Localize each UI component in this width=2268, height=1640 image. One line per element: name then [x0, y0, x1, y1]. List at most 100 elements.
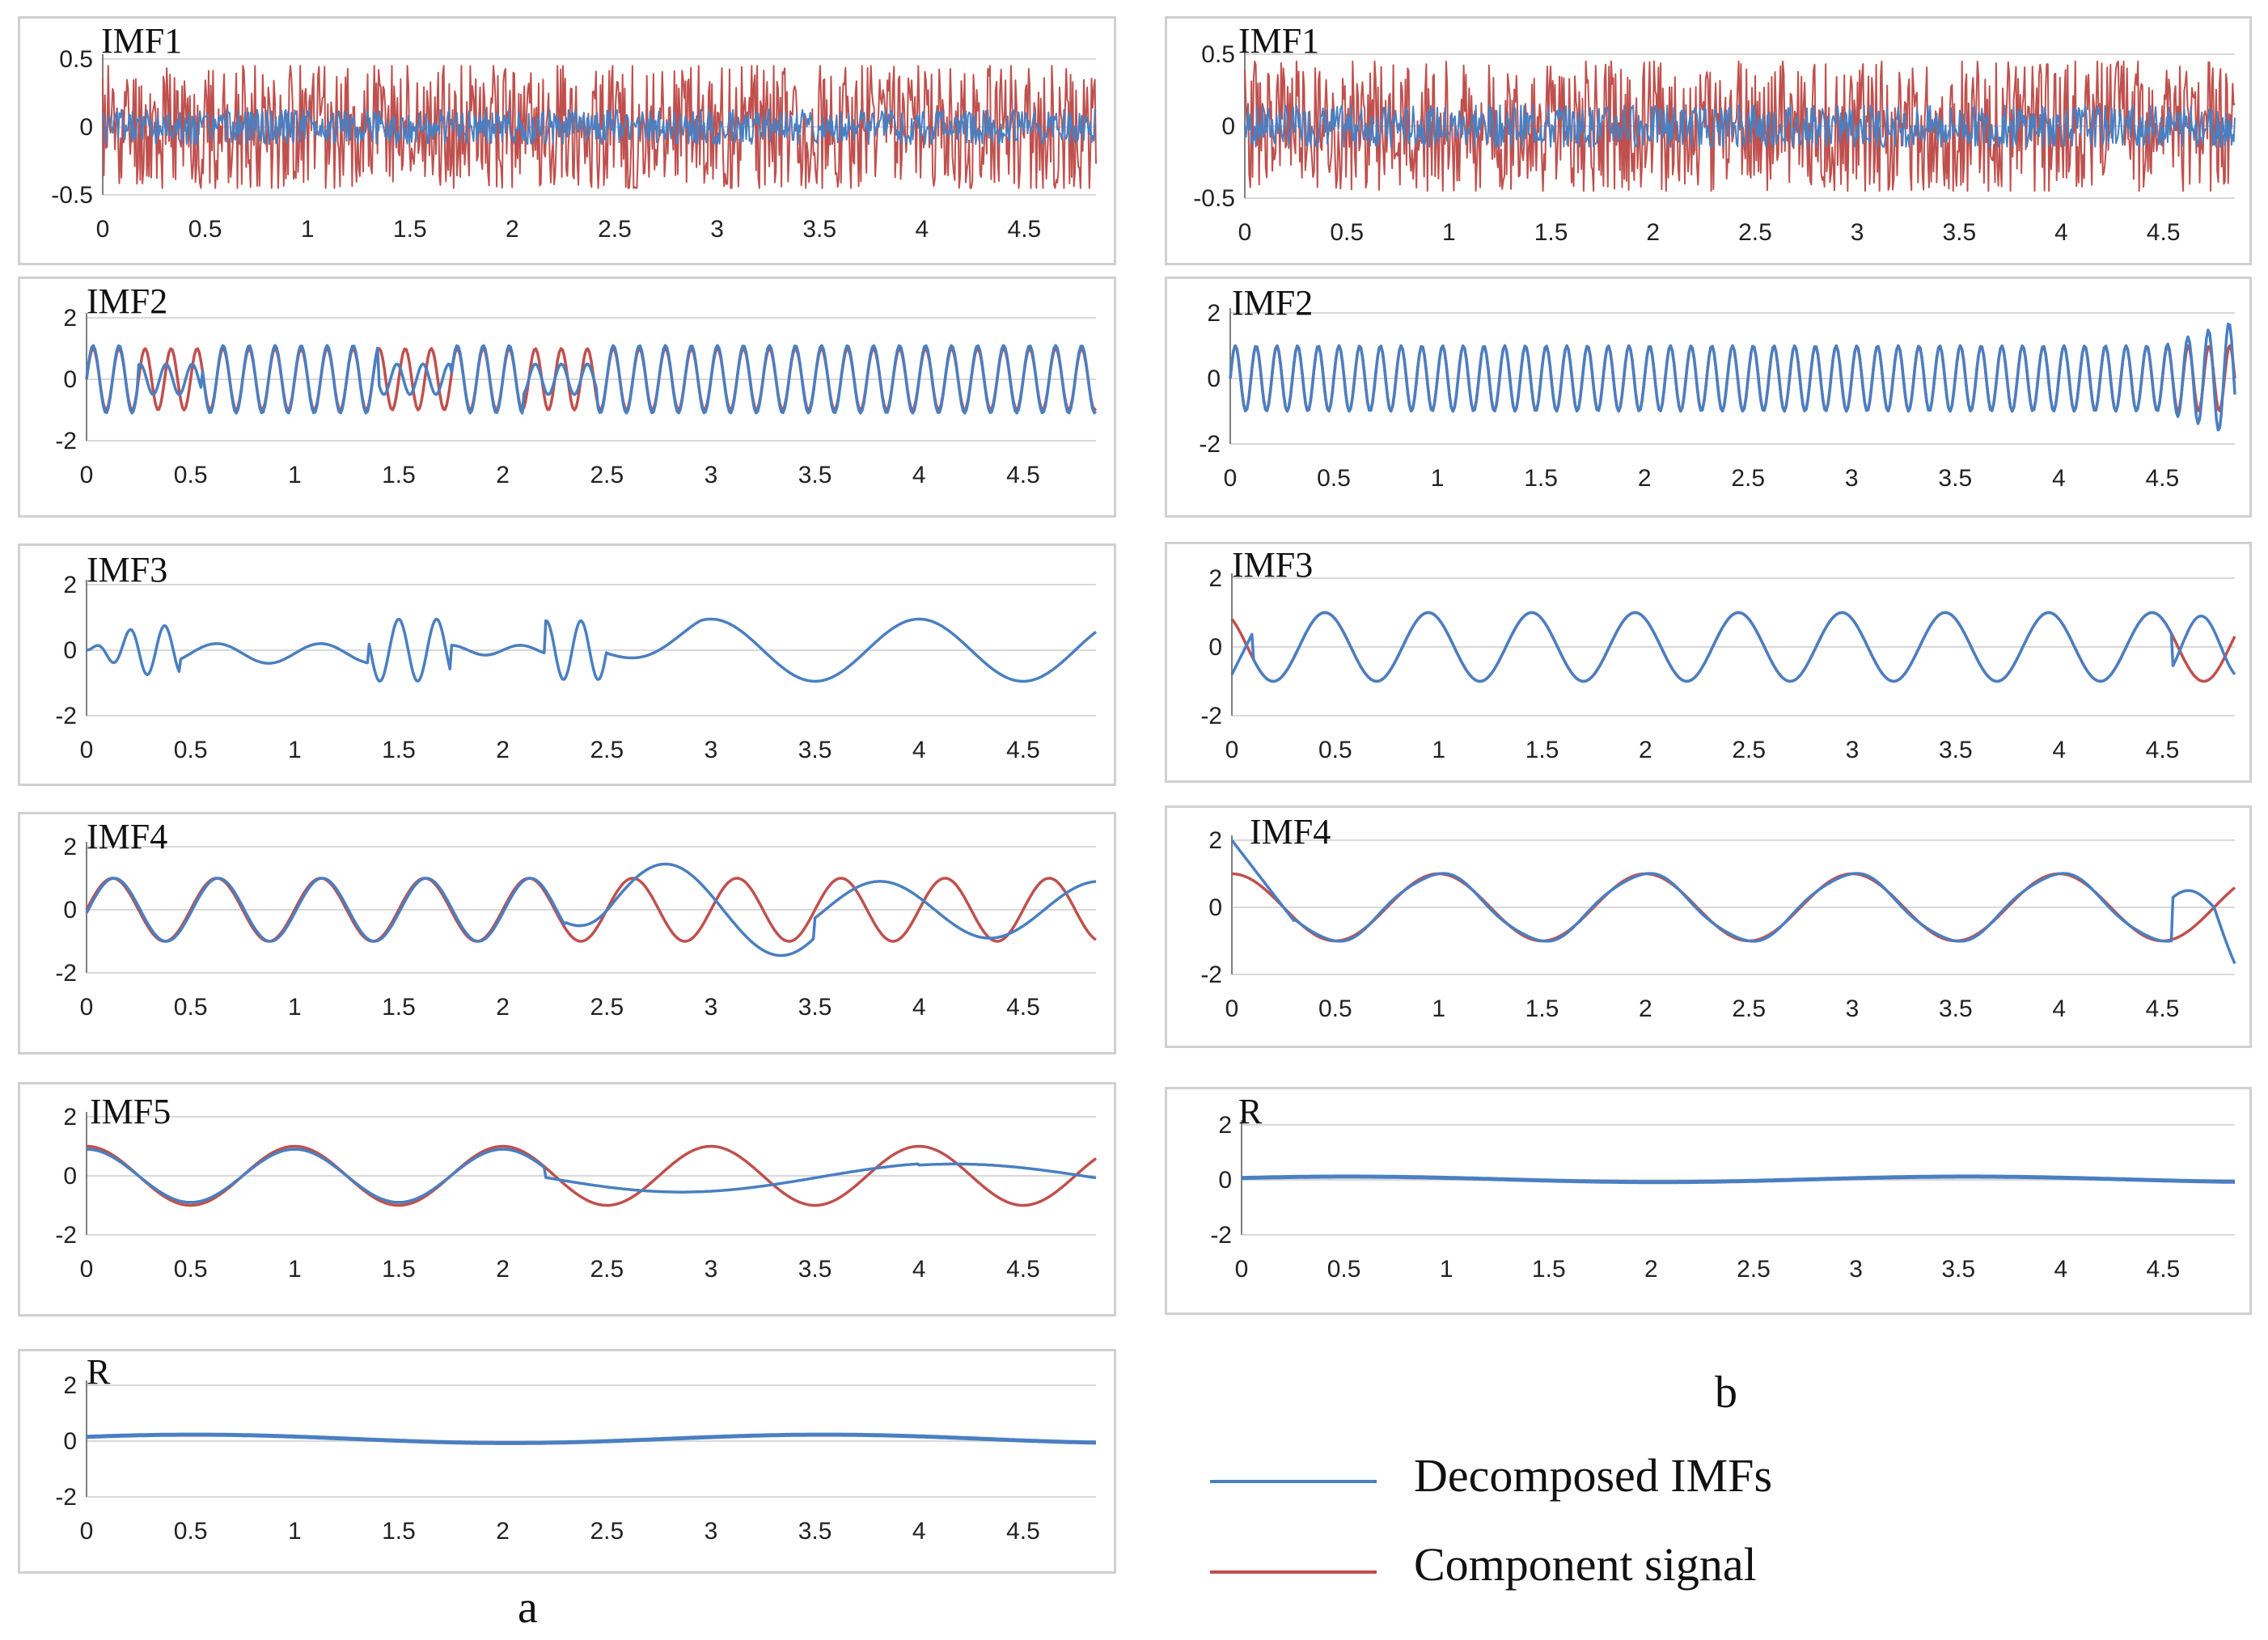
- x-tick-label: 4.5: [2146, 737, 2180, 763]
- x-tick-label: 2: [496, 994, 510, 1021]
- x-tick-label: 2: [1639, 995, 1652, 1022]
- y-tick-label: -2: [55, 703, 77, 729]
- x-tick-label: 1.5: [1524, 465, 1558, 492]
- series-decomposed-imf: [85, 862, 1097, 957]
- y-tick-label: -2: [1199, 431, 1221, 458]
- x-tick-label: 2: [496, 1518, 510, 1545]
- x-tick-label: 0.5: [174, 1518, 208, 1545]
- x-tick-label: 4: [2054, 219, 2068, 246]
- x-tick-label: 3: [705, 462, 718, 488]
- y-tick-label: -2: [55, 960, 77, 987]
- y-tick-label: 2: [63, 1104, 77, 1131]
- x-tick-label: 4: [912, 1518, 926, 1545]
- chart-b4: 20-20 0.5 1 1.5 2 2.5 3 3.5 4 4.5: [1200, 827, 2236, 1022]
- x-tick-label: 2.5: [1738, 219, 1772, 246]
- x-tick-label: 3.5: [798, 737, 832, 763]
- panel-title: IMF1: [1238, 21, 1320, 61]
- x-tick-label: 4.5: [1006, 1518, 1040, 1545]
- legend-line-component: [1210, 1570, 1377, 1574]
- panel-a-imf5: 2 0 -2 0 0.5 1 1.5 2 2.5 3 3.5 4 4.5 IMF5: [18, 1082, 1116, 1317]
- x-tick-label: 0: [80, 462, 94, 488]
- y-tick-label: 0: [63, 366, 77, 393]
- chart-a2: 20-20 0.5 1 1.5 2 2.5 3 3.5 4 4.5: [55, 305, 1098, 488]
- x-tick-label: 1: [1442, 219, 1456, 246]
- x-tick-label: 1.5: [382, 994, 416, 1021]
- x-tick-label: 3: [1849, 1256, 1863, 1283]
- series-decomposed-imf: [1241, 1174, 2236, 1185]
- y-tick-label: -2: [1210, 1222, 1232, 1249]
- chart-a4: 20-20 0.5 1 1.5 2 2.5 3 3.5 4 4.5: [55, 834, 1097, 1021]
- caption-b: b: [1715, 1367, 1737, 1418]
- panel-b-imf1: 0.5 0 -0.5 0 0.5 1 1.5 2 2.5 3 3.5 4 4.5 IMF1: [1165, 16, 2252, 265]
- x-tick-label: 2.5: [590, 1256, 624, 1283]
- x-tick-label: 0: [1238, 219, 1252, 246]
- x-tick-label: 1: [288, 1256, 302, 1283]
- x-tick-label: 0.5: [174, 737, 208, 763]
- y-tick-label: 2: [63, 572, 77, 598]
- x-tick-label: 4: [2052, 737, 2066, 763]
- x-tick-label: 0.5: [174, 1256, 208, 1283]
- y-tick-label: -0.5: [1193, 185, 1235, 212]
- x-tick-label: 2.5: [590, 737, 624, 763]
- x-tick-label: 0: [1235, 1256, 1249, 1283]
- chart-a1: 0.50-0.50 0.5 1 1.5 2 2.5 3 3.5 4 4.5: [51, 46, 1097, 243]
- x-tick-label: 1.5: [1532, 1256, 1566, 1283]
- x-tick-label: 2.5: [1737, 1256, 1771, 1283]
- y-tick-label: 0.5: [1201, 41, 1235, 68]
- x-tick-label: 1.5: [393, 216, 427, 243]
- y-tick-label: 0: [1208, 894, 1222, 921]
- panel-title: IMF5: [90, 1092, 171, 1131]
- y-tick-label: 0: [63, 1163, 77, 1190]
- x-tick-label: 1: [1431, 465, 1445, 492]
- panel-a-residual: 2 0 -2 0 0.5 1 1.5 2 2.5 3 3.5 4 4.5 R: [18, 1349, 1116, 1574]
- caption-a: a: [518, 1583, 538, 1633]
- y-tick-label: -2: [55, 428, 77, 454]
- panel-title: IMF3: [87, 550, 168, 590]
- panel-b-imf4: 2 0 -2 0 0.5 1 1.5 2 2.5 3 3.5 4 4.5 IMF4: [1165, 805, 2252, 1048]
- series-decomposed-imf: [1244, 104, 2236, 148]
- y-tick-label: 0: [1218, 1167, 1232, 1194]
- x-tick-label: 2.5: [590, 1518, 624, 1545]
- y-tick-label: 0: [1221, 113, 1235, 140]
- x-tick-label: 4: [912, 737, 926, 763]
- panel-a-imf1: 0.5 0 -0.5 0 0.5 1 1.5 2 2.5 3 3.5 4 4.5 IMF1: [18, 16, 1116, 265]
- y-tick-label: 0: [63, 897, 77, 924]
- chart-a6: 20-20 0.5 1 1.5 2 2.5 3 3.5 4 4.5: [55, 1372, 1097, 1545]
- x-tick-label: 0: [1225, 737, 1239, 763]
- y-tick-label: 0: [63, 1428, 77, 1455]
- y-tick-label: -2: [1200, 962, 1222, 988]
- x-tick-label: 3: [1851, 219, 1864, 246]
- series-decomposed-imf: [1230, 611, 2236, 683]
- panel-a-imf4: 2 0 -2 0 0.5 1 1.5 2 2.5 3 3.5 4 4.5 IMF4: [18, 812, 1116, 1055]
- x-tick-label: 1: [1432, 995, 1445, 1022]
- x-tick-label: 3: [1846, 995, 1860, 1022]
- x-tick-label: 1.5: [1525, 737, 1559, 763]
- x-tick-label: 2.5: [590, 462, 624, 488]
- legend-line-decomposed: [1210, 1480, 1377, 1483]
- x-tick-label: 3: [1846, 737, 1860, 763]
- x-tick-label: 1.5: [382, 737, 416, 763]
- x-tick-label: 4.5: [2146, 465, 2180, 492]
- legend-label-decomposed: Decomposed IMFs: [1414, 1449, 1773, 1502]
- y-tick-label: 2: [63, 1372, 77, 1399]
- x-tick-label: 3.5: [798, 1256, 832, 1283]
- x-tick-label: 3: [705, 737, 718, 763]
- chart-b1: 0.50-0.50 0.5 1 1.5 2 2.5 3 3.5 4 4.5: [1193, 41, 2236, 246]
- y-tick-label: 2: [1207, 300, 1221, 327]
- y-tick-label: -2: [55, 1484, 77, 1511]
- x-tick-label: 3.5: [798, 994, 832, 1021]
- x-tick-label: 2: [506, 216, 519, 243]
- x-tick-label: 0: [80, 1518, 94, 1545]
- x-tick-label: 3: [705, 1256, 718, 1283]
- x-tick-label: 2: [496, 462, 510, 488]
- y-tick-label: 2: [1208, 827, 1222, 854]
- series-decomposed-imf: [86, 1432, 1097, 1445]
- y-tick-label: 0: [79, 114, 93, 141]
- x-tick-label: 1: [1440, 1256, 1453, 1283]
- x-tick-label: 0: [80, 1256, 94, 1283]
- x-tick-label: 2: [496, 737, 510, 763]
- x-tick-label: 4.5: [1006, 994, 1040, 1021]
- y-tick-label: 0.5: [59, 46, 93, 73]
- chart-b2: 20-20 0.5 1 1.5 2 2.5 3 3.5 4 4.5: [1199, 300, 2236, 492]
- y-tick-label: -2: [55, 1222, 77, 1249]
